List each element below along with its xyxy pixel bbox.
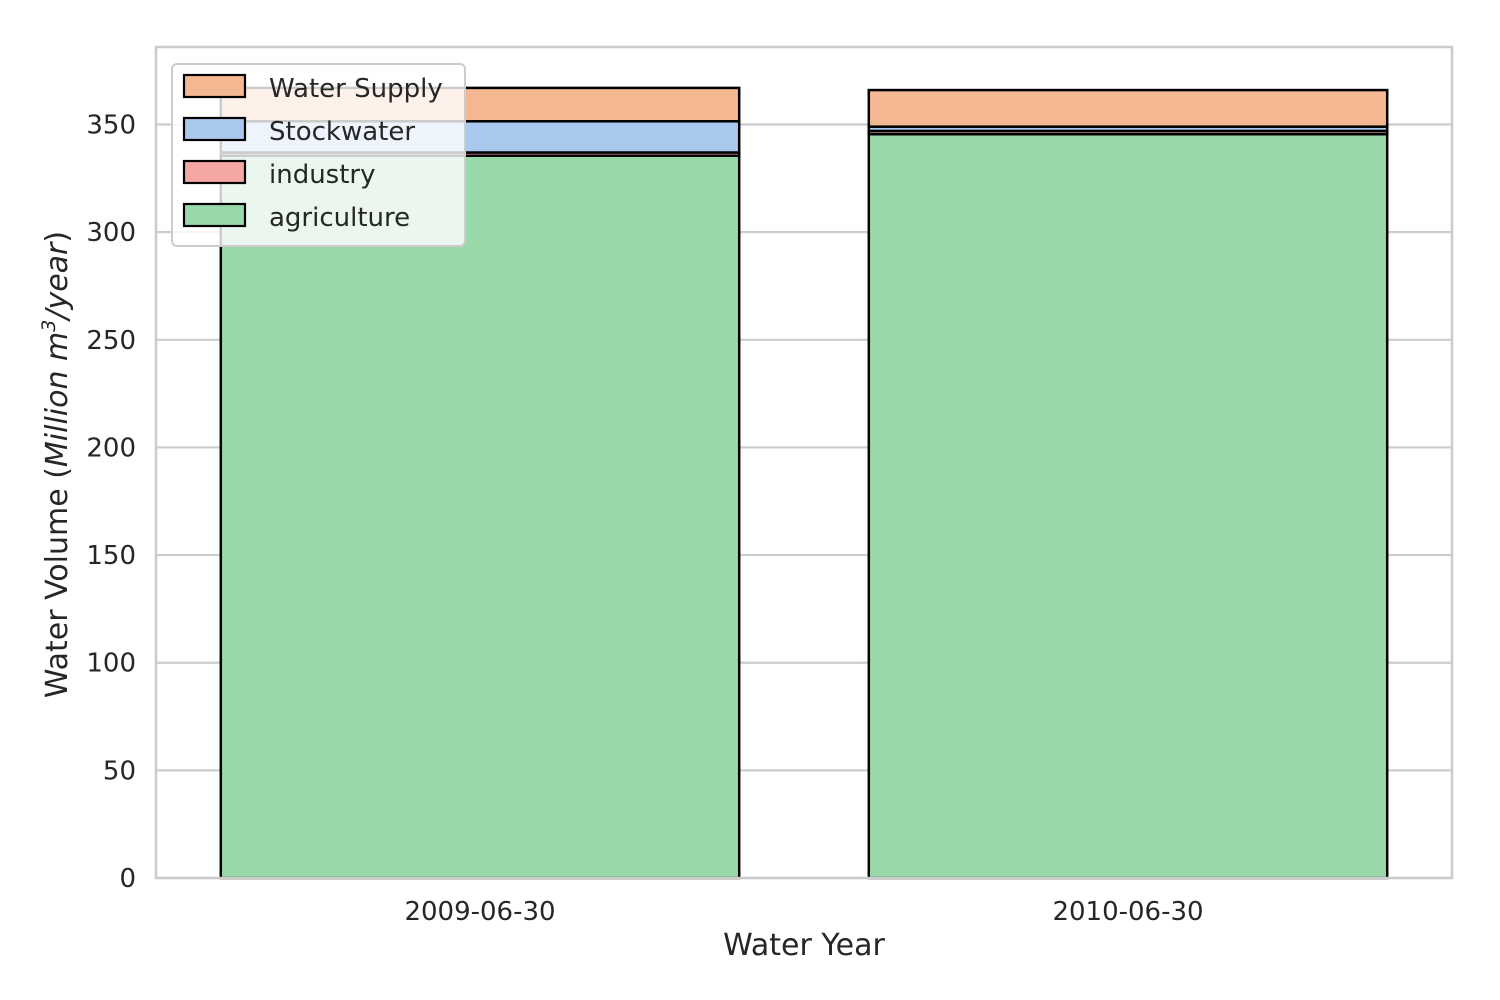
- y-tick-label: 50: [103, 756, 136, 786]
- x-tick-label: 2009-06-30: [404, 897, 555, 927]
- y-tick-labels: 0 50 100 150 200 250 300 350: [86, 111, 136, 894]
- legend-swatch: [182, 73, 247, 99]
- bar-segment-agriculture: [219, 154, 741, 880]
- plot-frame: [154, 45, 1454, 880]
- bar-segment-water-supply: [867, 88, 1389, 128]
- x-tick-labels: 2009-06-30 2010-06-30: [404, 897, 1203, 927]
- y-tick-label: 200: [86, 433, 136, 463]
- legend: Water Supply Stockwater industry agricultur…: [171, 63, 466, 247]
- y-axis-title: Water Volume (Million m3/year): [38, 231, 75, 698]
- y-tick-label: 250: [86, 326, 136, 356]
- y-tick-label: 150: [86, 541, 136, 571]
- legend-label: Water Supply: [269, 74, 443, 104]
- y-tick-label: 350: [86, 111, 136, 141]
- bars: [219, 86, 1389, 880]
- y-axis-title-superscript: 3: [38, 320, 60, 332]
- y-axis-title-unit: Million m: [40, 332, 75, 467]
- legend-swatch: [182, 202, 247, 228]
- y-tick-label: 100: [86, 649, 136, 679]
- y-axis-title-prefix: Water Volume (: [40, 467, 75, 698]
- legend-swatch: [182, 116, 247, 142]
- bar-segment-agriculture: [867, 132, 1389, 880]
- x-axis-title: Water Year: [723, 928, 885, 963]
- y-tick-label: 0: [119, 864, 136, 894]
- y-axis-title-per-year: /year: [40, 241, 75, 323]
- legend-swatch: [182, 159, 247, 185]
- legend-label: agriculture: [269, 203, 410, 233]
- y-tick-label: 300: [86, 218, 136, 248]
- legend-label: Stockwater: [269, 117, 415, 147]
- legend-label: industry: [269, 160, 376, 190]
- y-axis-title-suffix: ): [40, 231, 75, 243]
- legend-box: [171, 63, 466, 247]
- x-tick-label: 2010-06-30: [1052, 897, 1203, 927]
